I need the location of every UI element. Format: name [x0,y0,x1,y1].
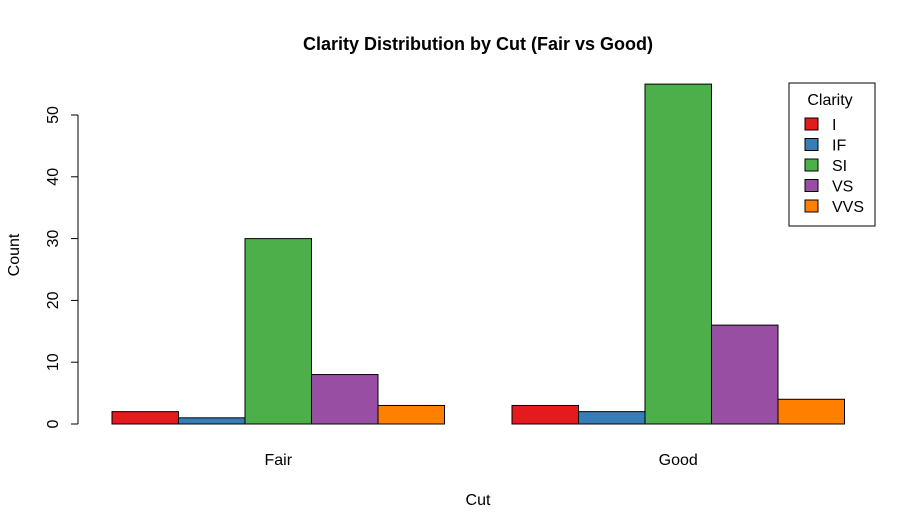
legend-label-vvs: VVS [832,199,864,216]
legend-swatch-si [804,158,819,172]
x-axis-labels: Fair Good [264,452,697,469]
y-axis: 0 10 20 30 40 50 [45,106,79,428]
bar-si-good [644,83,712,425]
y-tick-label: 30 [45,230,62,248]
bar-if-good [578,411,646,425]
legend-label-if: IF [832,138,846,155]
legend-swatch-i [804,117,819,131]
x-tick-label: Fair [264,452,292,469]
bar-vs-fair [311,374,379,425]
bars-layer [111,83,845,425]
chart-title: Clarity Distribution by Cut (Fair vs Goo… [303,34,653,54]
legend-label-si: SI [832,158,847,175]
y-tick-label: 0 [45,419,62,428]
legend-swatch-if [804,138,819,151]
bar-vs-good [711,324,779,425]
legend-swatch-vs [804,179,819,192]
legend: Clarity I IF SI VS VVS [788,82,876,227]
bar-vvs-good [777,398,845,425]
y-tick-label: 40 [45,168,62,186]
y-tick-label: 20 [45,291,62,309]
bar-i-fair [111,411,179,425]
y-tick-label: 50 [45,106,62,124]
bar-si-fair [244,238,312,425]
legend-title: Clarity [807,92,852,109]
legend-swatch-vvs [804,199,819,213]
legend-box [788,82,876,227]
x-tick-label: Good [659,452,698,469]
legend-label-i: I [832,117,836,134]
y-axis-label: Count [6,233,23,276]
bar-i-good [511,404,579,425]
legend-label-vs: VS [832,179,853,196]
y-tick-label: 10 [45,353,62,371]
bar-vvs-fair [377,404,445,425]
bar-if-fair [178,417,246,425]
x-axis-label: Cut [466,492,491,509]
